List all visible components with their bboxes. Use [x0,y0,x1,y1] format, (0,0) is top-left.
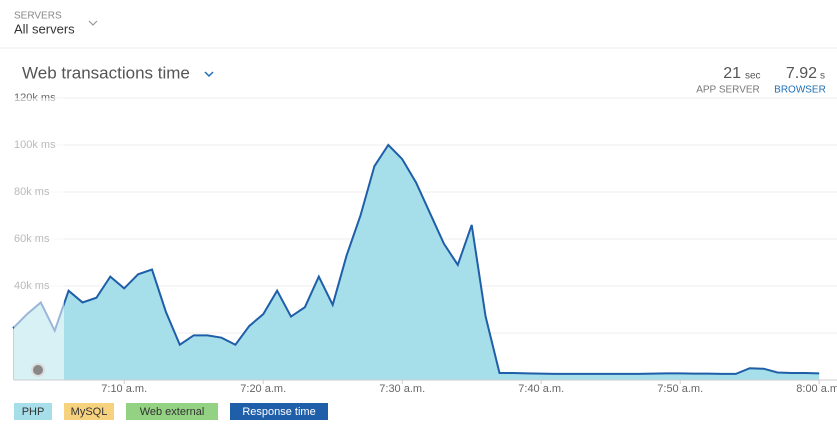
partial-data-icon [31,363,45,377]
x-tick-label: 7:30 a.m. [379,383,425,395]
x-tick-label: 7:10 a.m. [101,383,147,395]
legend-swatch[interactable] [230,403,328,420]
summary-label: APP SERVER [696,85,760,96]
legend-label: Response time [242,406,315,418]
summary-unit: sec [745,71,761,82]
summary-value: 21 [723,65,741,82]
filter-value[interactable]: All servers [14,21,75,36]
legend-label: Web external [140,406,205,418]
area [13,145,820,380]
x-tick-label: 7:40 a.m. [518,383,564,395]
x-tick-label: 8:00 a.m. [796,383,837,395]
legend-label: MySQL [71,406,108,418]
legend-swatch[interactable] [126,403,218,420]
legend-label: PHP [22,406,45,418]
summary-label[interactable]: BROWSER [774,85,826,96]
chart-title[interactable]: Web transactions time [22,63,190,82]
legend-swatch[interactable] [64,403,114,420]
dropdown-chevron[interactable] [88,20,98,26]
legend-swatch[interactable] [14,403,52,420]
line [12,143,820,375]
x-tick-label: 7:20 a.m. [240,383,286,395]
title-chevron[interactable] [204,71,214,78]
summary-unit: s [820,71,825,82]
filter-label: SERVERS [14,11,62,22]
summary-value: 7.92 [786,65,817,82]
x-tick-label: 7:50 a.m. [657,383,703,395]
partial-data-overlay [14,98,64,380]
